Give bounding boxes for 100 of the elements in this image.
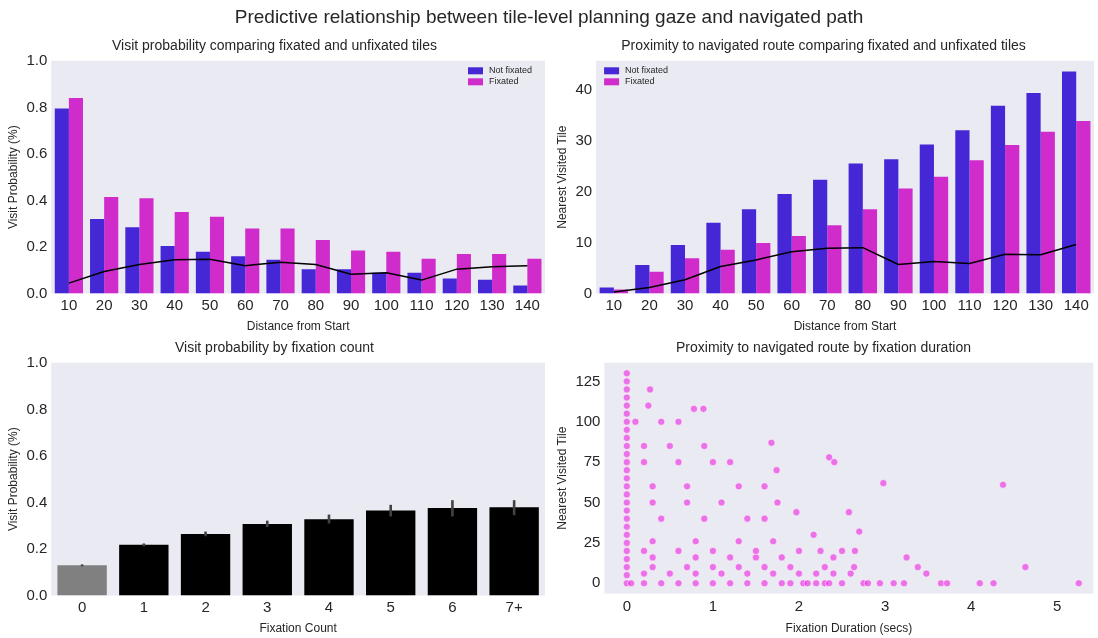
y-tick-label: 0.8 <box>26 399 48 417</box>
x-tick-label: 10 <box>60 295 78 313</box>
y-tick-label: 100 <box>575 411 601 429</box>
y-axis-title: Nearest Visited Tile <box>554 426 569 530</box>
x-axis-title: Fixation Duration (secs) <box>785 621 913 636</box>
bar <box>456 254 471 294</box>
bar <box>527 258 542 294</box>
y-axis-title: Nearest Visited Tile <box>554 125 569 229</box>
bar <box>955 130 970 294</box>
x-tick-label: 70 <box>272 295 289 313</box>
y-tick-label: 1.0 <box>26 352 48 370</box>
x-tick-label: 5 <box>1053 596 1062 614</box>
bar <box>104 196 119 294</box>
bar <box>366 510 416 596</box>
bar <box>670 245 685 294</box>
x-tick-label: 0 <box>77 597 87 615</box>
bar <box>862 209 878 294</box>
x-tick-label: 90 <box>342 295 360 313</box>
x-tick-label: 5 <box>386 597 395 615</box>
x-tick-label: 4 <box>324 597 334 615</box>
x-tick-label: 0 <box>622 596 631 614</box>
bar <box>180 533 231 596</box>
y-tick-label: 50 <box>583 492 601 510</box>
y-tick-label: 0.4 <box>26 492 48 510</box>
bar <box>1040 131 1055 294</box>
x-tick-label: 110 <box>957 295 982 313</box>
legend-label: Not fixated <box>488 65 533 76</box>
x-tick-label: 30 <box>676 295 694 313</box>
y-tick-label: 0.0 <box>26 283 48 301</box>
bar <box>245 228 260 294</box>
x-tick-label: 20 <box>95 295 113 313</box>
x-tick-label: 130 <box>479 295 505 313</box>
chart-title: Visit probability by fixation count <box>175 339 375 356</box>
x-tick-label: 80 <box>854 295 872 313</box>
x-tick-label: 30 <box>131 295 148 313</box>
text: Predictive relationship between tile-level planning gaze and navigated path <box>233 6 865 28</box>
y-tick-label: 0 <box>583 283 593 301</box>
x-tick-label: 3 <box>880 596 890 614</box>
bar <box>919 144 934 294</box>
x-axis-title: Fixation Count <box>259 621 338 636</box>
bar <box>90 219 105 294</box>
x-tick-label: 50 <box>747 295 765 313</box>
x-tick-label: 60 <box>783 295 801 313</box>
y-tick-label: 0.6 <box>26 144 48 162</box>
y-axis-title: Visit Probability (%) <box>5 125 20 230</box>
x-tick-label: 100 <box>373 295 399 313</box>
bar <box>242 523 292 596</box>
bar <box>969 160 984 294</box>
bar <box>1005 145 1020 294</box>
bar <box>119 544 169 596</box>
bar <box>720 249 735 294</box>
bar <box>386 251 401 294</box>
y-tick-label: 0.4 <box>26 190 48 208</box>
x-tick-label: 2 <box>201 597 210 615</box>
bar <box>427 508 478 596</box>
x-tick-label: 70 <box>818 295 836 313</box>
x-tick-label: 7+ <box>505 597 523 615</box>
x-tick-label: 120 <box>444 295 470 313</box>
bar <box>407 272 422 294</box>
y-tick-label: 40 <box>575 79 593 97</box>
bar <box>756 243 771 294</box>
y-tick-label: 10 <box>575 232 593 250</box>
bar <box>139 198 154 294</box>
x-tick-label: 50 <box>201 295 219 313</box>
bar <box>489 507 539 596</box>
bar <box>195 251 210 294</box>
bar <box>209 216 225 294</box>
x-tick-label: 120 <box>992 295 1018 313</box>
bar <box>54 108 69 294</box>
bar <box>791 235 806 294</box>
bar <box>1061 71 1077 294</box>
chart-title: Proximity to navigated route comparing fixated and unfixated tiles <box>621 37 1026 54</box>
bar <box>68 98 83 294</box>
bar <box>685 258 700 294</box>
legend-label: Fixated <box>488 76 519 87</box>
bar <box>280 228 295 294</box>
x-axis-title: Distance from Start <box>246 319 351 334</box>
x-tick-label: 2 <box>794 596 804 614</box>
bar <box>304 519 354 596</box>
x-axis-title: Distance from Start <box>793 319 898 334</box>
bar <box>266 259 281 294</box>
y-tick-label: 0.0 <box>26 585 48 603</box>
y-axis-title: Visit Probability (%) <box>5 427 20 532</box>
y-tick-label: 0.2 <box>26 237 48 255</box>
bar <box>706 222 721 294</box>
bar <box>884 159 899 294</box>
x-tick-label: 40 <box>166 295 184 313</box>
bar <box>57 565 107 596</box>
bar <box>421 258 436 294</box>
x-tick-label: 100 <box>921 295 947 313</box>
x-tick-label: 60 <box>236 295 254 313</box>
bar <box>513 285 528 294</box>
bar <box>174 212 189 294</box>
bar <box>336 269 352 294</box>
y-tick-label: 0.2 <box>26 539 48 557</box>
y-tick-label: 125 <box>575 371 601 389</box>
bar <box>933 176 949 294</box>
bar <box>372 272 387 294</box>
y-tick-label: 0 <box>592 573 601 591</box>
bar <box>301 269 316 294</box>
